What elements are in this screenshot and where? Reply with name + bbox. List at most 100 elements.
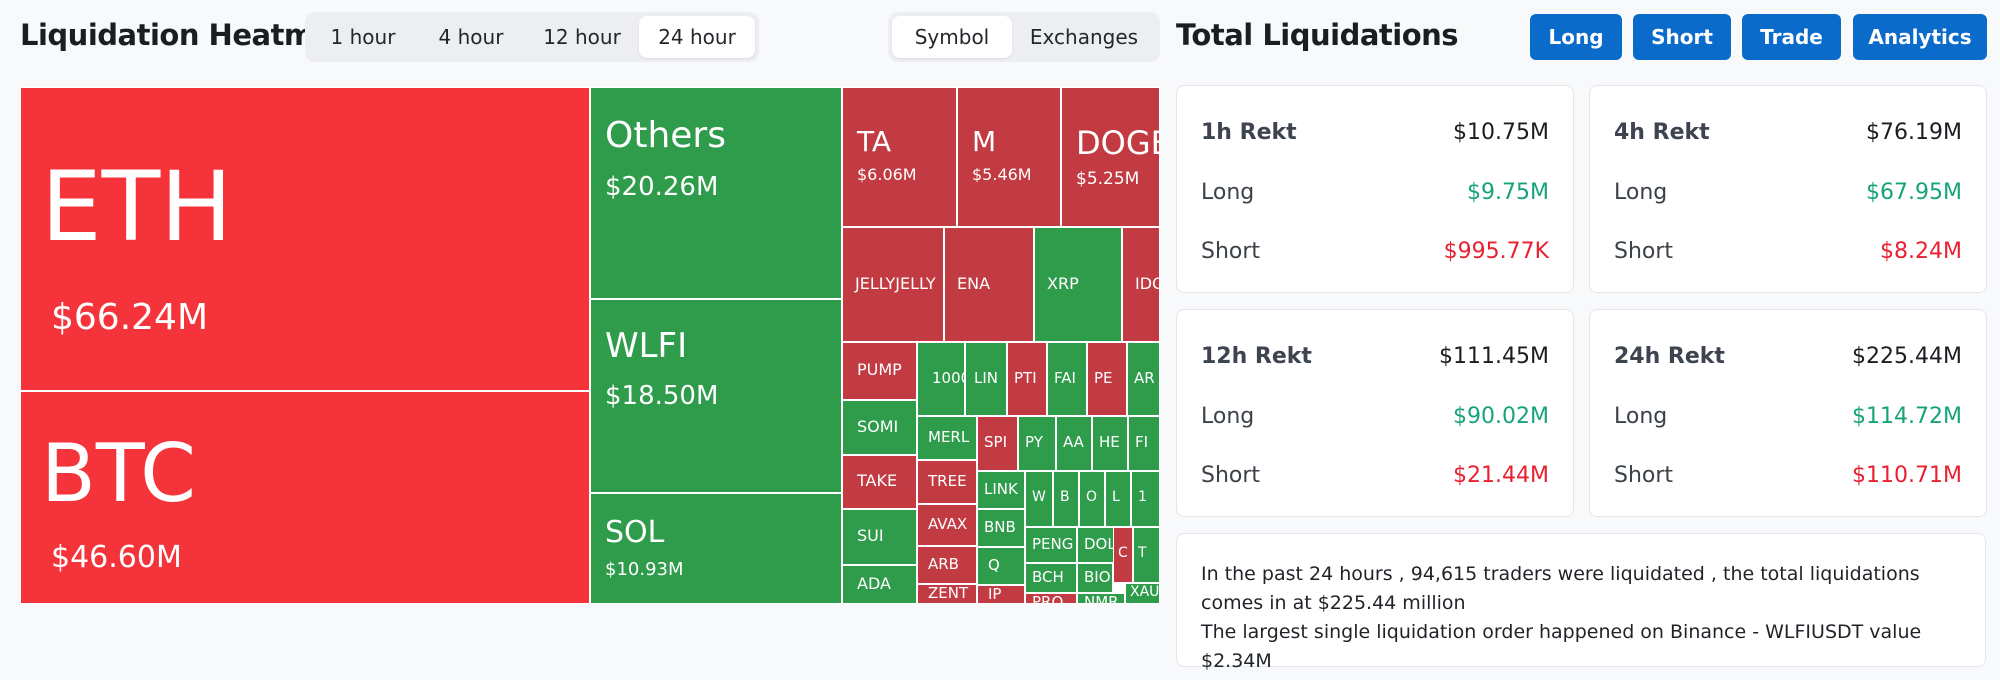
heatmap-cell-c[interactable]: C — [1113, 527, 1133, 583]
heatmap-cell-fi[interactable]: FI — [1128, 416, 1160, 471]
cell-symbol: 1 — [1138, 489, 1147, 505]
heatmap-cell-fai[interactable]: FAI — [1047, 342, 1087, 416]
heatmap-cell-peng[interactable]: PENG — [1025, 527, 1077, 563]
card-total: $225.44M — [1852, 344, 1962, 369]
long-label: Long — [1614, 180, 1668, 205]
heatmap-cell-xau[interactable]: XAU — [1125, 583, 1160, 604]
cell-symbol: B — [1060, 489, 1070, 505]
heatmap-cell-q[interactable]: Q — [977, 547, 1025, 585]
cell-symbol: BCH — [1032, 568, 1064, 586]
heatmap-cell-t[interactable]: T — [1133, 527, 1160, 583]
heatmap-cell-doge[interactable]: DOGE $5.25M — [1061, 87, 1160, 227]
cell-symbol: XAU — [1130, 584, 1160, 600]
card-label: 1h Rekt — [1201, 120, 1297, 145]
tab-24-hour[interactable]: 24 hour — [639, 16, 755, 58]
cell-symbol: TAKE — [857, 471, 898, 490]
short-button[interactable]: Short — [1633, 14, 1731, 60]
cell-value: $5.25M — [1076, 169, 1140, 189]
cell-symbol: AR — [1134, 369, 1155, 387]
tab-1-hour[interactable]: 1 hour — [330, 25, 396, 49]
long-label: Long — [1201, 404, 1255, 429]
heatmap-cell-1000[interactable]: 1000 — [917, 342, 965, 416]
tab-12-hour[interactable]: 12 hour — [543, 25, 621, 49]
heatmap-cell-b[interactable]: B — [1053, 471, 1079, 527]
heatmap-cell-link[interactable]: LINK — [977, 471, 1025, 509]
heatmap-cell-o[interactable]: O — [1079, 471, 1105, 527]
heatmap-cell-btc[interactable]: BTC $46.60M — [20, 391, 590, 604]
trade-button[interactable]: Trade — [1742, 14, 1841, 60]
heatmap-cell-ip[interactable]: IP — [977, 585, 1025, 604]
heatmap-cell-l[interactable]: L — [1105, 471, 1131, 527]
cell-symbol: ZENT — [928, 584, 969, 602]
heatmap-cell-arb[interactable]: ARB — [917, 546, 977, 584]
heatmap-cell-aa[interactable]: AA — [1056, 416, 1092, 471]
heatmap-cell-ada[interactable]: ADA — [842, 565, 917, 604]
heatmap-cell-pti[interactable]: PTI — [1007, 342, 1047, 416]
heatmap-cell-others[interactable]: Others $20.26M — [590, 87, 842, 299]
cell-symbol: Q — [988, 556, 1000, 574]
cell-symbol: PTI — [1014, 369, 1037, 387]
heatmap-cell-spi[interactable]: SPI — [977, 416, 1018, 471]
cell-symbol: PY — [1025, 433, 1043, 451]
long-label: Long — [1614, 404, 1668, 429]
cell-symbol: ENA — [957, 274, 991, 293]
long-button[interactable]: Long — [1530, 14, 1622, 60]
heatmap-cell-bch[interactable]: BCH — [1025, 563, 1077, 593]
cell-symbol: SOMI — [857, 417, 899, 436]
cell-symbol: NMR — [1084, 593, 1119, 604]
heatmap-cell-ta[interactable]: TA $6.06M — [842, 87, 957, 227]
heatmap-cell-pump[interactable]: PUMP — [842, 342, 917, 400]
heatmap-cell-he[interactable]: HE — [1092, 416, 1128, 471]
cell-symbol: PE — [1094, 369, 1113, 387]
heatmap-cell-tree[interactable]: TREE — [917, 460, 977, 504]
cell-symbol: AVAX — [928, 515, 968, 533]
heatmap-cell-ar[interactable]: AR — [1127, 342, 1160, 416]
card-label: 4h Rekt — [1614, 120, 1710, 145]
heatmap-cell-xrp[interactable]: XRP — [1034, 227, 1122, 342]
cell-symbol: SUI — [857, 526, 884, 545]
heatmap-cell-zent[interactable]: ZENT — [917, 584, 977, 604]
cell-value: $6.06M — [857, 165, 917, 184]
tab-exchanges[interactable]: Exchanges — [1029, 25, 1139, 49]
card-total: $111.45M — [1439, 344, 1549, 369]
heatmap: ETH $66.24M BTC $46.60M Others $20.26M WLFI $18… — [20, 87, 1160, 604]
cell-symbol: M — [972, 125, 997, 158]
card-label: 24h Rekt — [1614, 344, 1725, 369]
long-label: Long — [1201, 180, 1255, 205]
heatmap-cell-bnb[interactable]: BNB — [977, 509, 1025, 547]
tab-symbol[interactable]: Symbol — [892, 16, 1012, 58]
heatmap-cell-lin[interactable]: LIN — [965, 342, 1007, 416]
heatmap-cell-nmr[interactable]: NMR — [1077, 593, 1125, 604]
heatmap-cell-pe[interactable]: PE — [1087, 342, 1127, 416]
heatmap-cell-py[interactable]: PY — [1018, 416, 1056, 471]
tab-4-hour[interactable]: 4 hour — [438, 25, 504, 49]
heatmap-cell-m[interactable]: M $5.46M — [957, 87, 1061, 227]
long-value: $67.95M — [1866, 180, 1962, 205]
heatmap-cell-1[interactable]: 1 — [1131, 471, 1160, 527]
cell-symbol: LINK — [984, 480, 1018, 498]
rekt-card-4h: 4h Rekt $76.19M Long $67.95M Short $8.24M — [1589, 85, 1987, 293]
heatmap-cell-sui[interactable]: SUI — [842, 509, 917, 565]
heatmap-cell-bio[interactable]: BIO — [1077, 563, 1113, 593]
short-label: Short — [1614, 239, 1674, 264]
cell-symbol: TA — [857, 125, 892, 158]
heatmap-cell-w[interactable]: W — [1025, 471, 1053, 527]
liquidation-summary: In the past 24 hours , 94,615 traders we… — [1176, 533, 1986, 672]
heatmap-cell-wlfi[interactable]: WLFI $18.50M — [590, 299, 842, 493]
summary-line-1: In the past 24 hours , 94,615 traders we… — [1201, 563, 1920, 614]
heatmap-cell-merl[interactable]: MERL — [917, 416, 977, 460]
view-tabs: Symbol Exchanges — [888, 12, 1160, 62]
heatmap-cell-take[interactable]: TAKE — [842, 455, 917, 509]
heatmap-cell-eth[interactable]: ETH $66.24M — [20, 87, 590, 391]
cell-symbol: MERL — [928, 428, 970, 446]
heatmap-cell-somi[interactable]: SOMI — [842, 400, 917, 455]
heatmap-cell-pro[interactable]: PRO — [1025, 593, 1077, 604]
analytics-button[interactable]: Analytics — [1853, 14, 1987, 60]
heatmap-cell-sol[interactable]: SOL $10.93M — [590, 493, 842, 604]
short-value: $8.24M — [1880, 239, 1962, 264]
heatmap-cell-ido[interactable]: IDO — [1122, 227, 1160, 342]
heatmap-cell-ena[interactable]: ENA — [944, 227, 1034, 342]
heatmap-cell-jellyjelly[interactable]: JELLYJELLY — [842, 227, 944, 342]
time-range-tabs: 1 hour 4 hour 12 hour 24 hour — [305, 12, 759, 62]
heatmap-cell-avax[interactable]: AVAX — [917, 504, 977, 546]
